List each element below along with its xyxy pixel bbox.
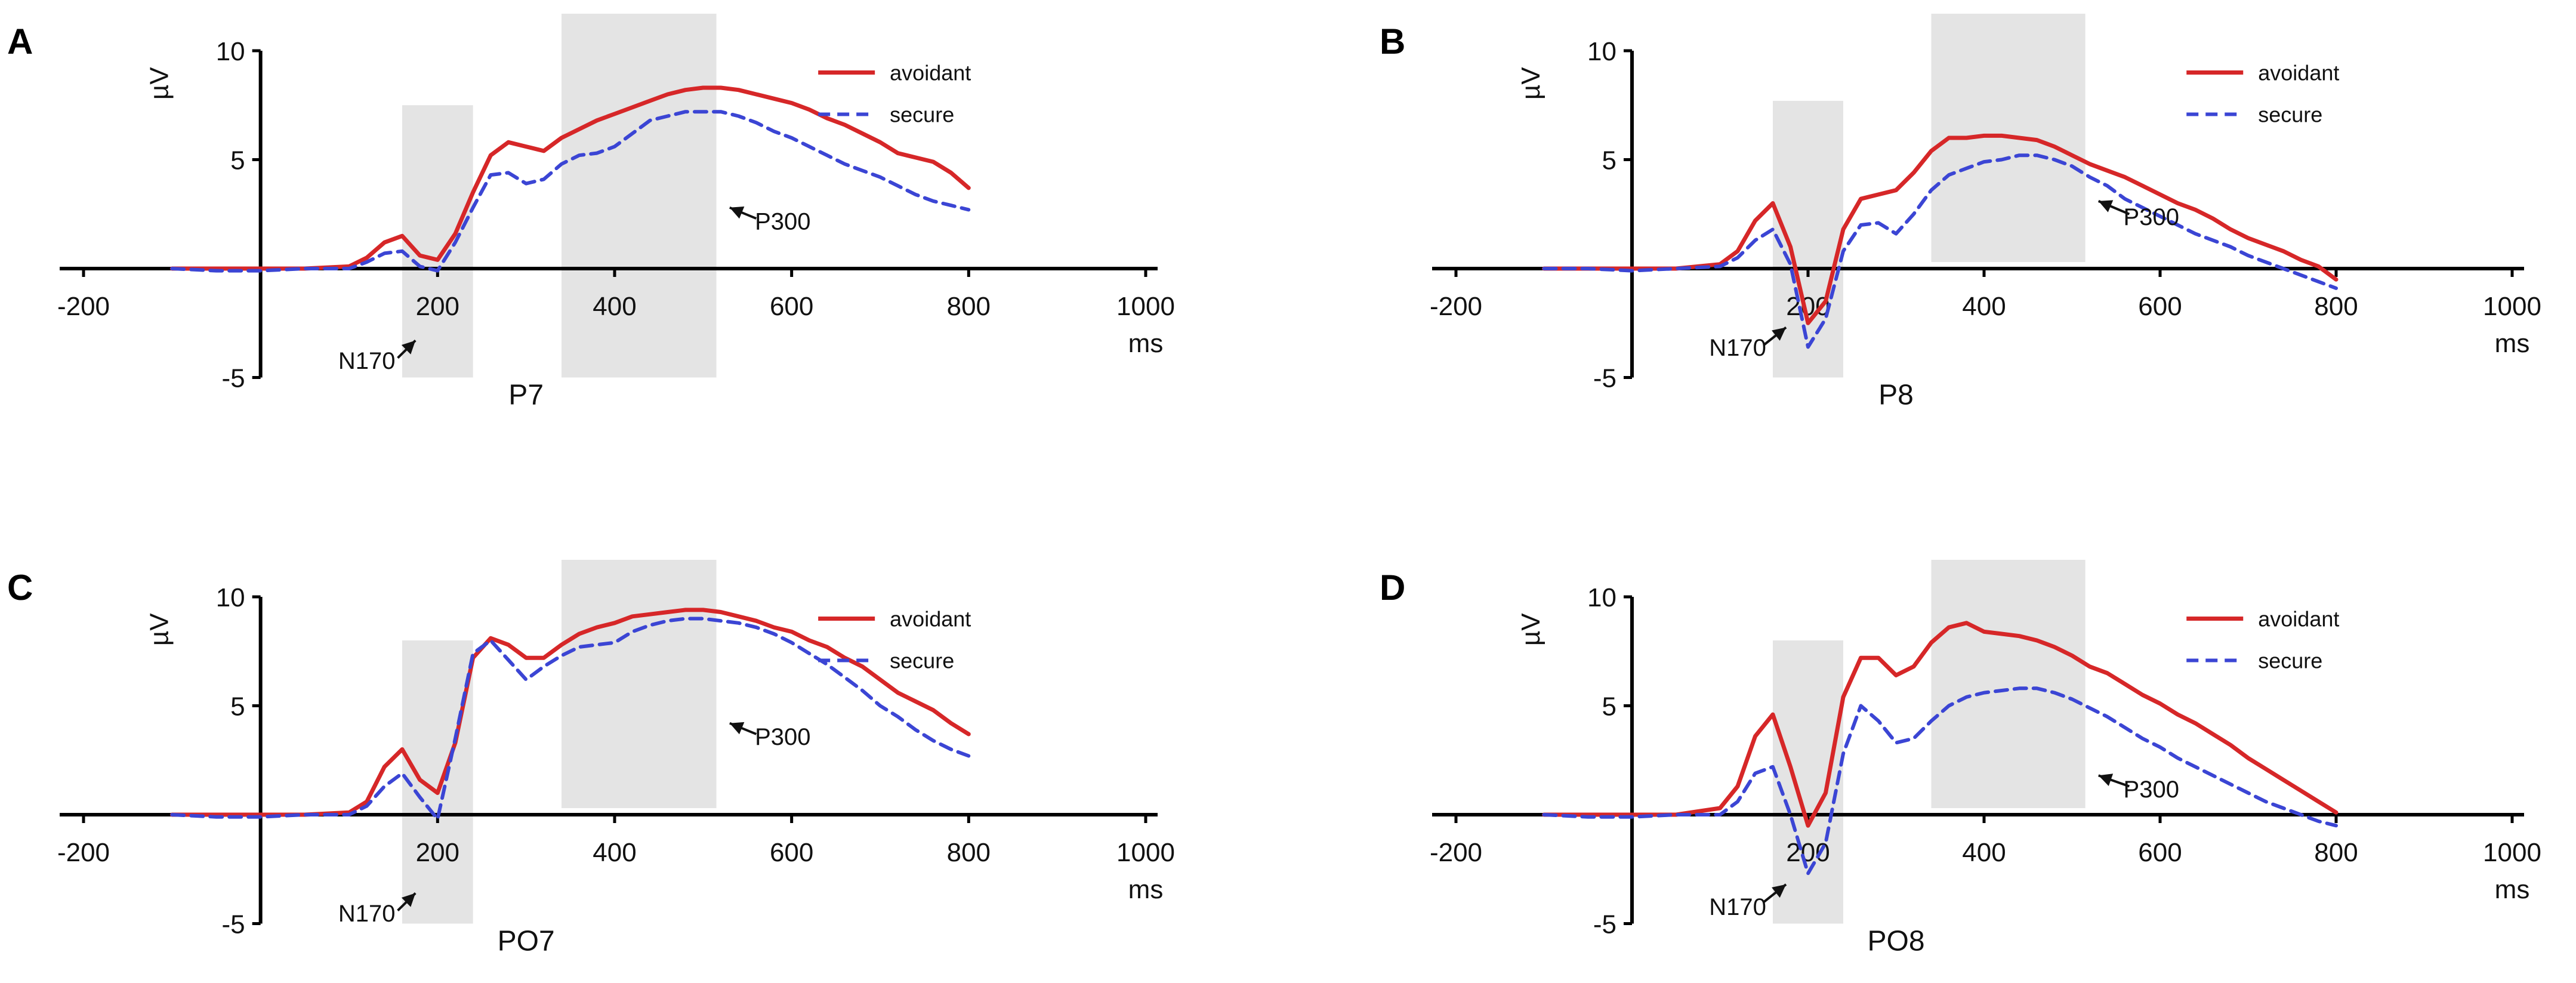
x-tick-label: 200 [416,838,459,867]
x-tick-label: 600 [2138,838,2182,867]
y-axis-label: µV [1516,67,1545,100]
annotation-arrow-head [401,340,416,355]
legend-label-secure: secure [2258,103,2322,127]
series-avoidant-line [1542,621,2339,828]
time-window-2 [1931,559,2086,809]
annotation-p300: P300 [2124,776,2179,803]
panel-title: P7 [508,380,544,411]
x-tick-label: 1000 [1116,838,1175,867]
time-window-2 [562,559,717,809]
annotation-p300: P300 [755,724,810,750]
time-window-1 [402,105,473,378]
series-avoidant-line [1542,133,2339,325]
series-secure-line [170,617,971,821]
y-tick-label: -5 [1593,364,1616,393]
y-tick-label: 10 [216,37,245,66]
annotation-arrow-head [1772,884,1787,898]
y-tick-label: -5 [222,364,245,393]
y-tick-label: 10 [1587,37,1616,66]
x-tick-label: 1000 [2483,292,2541,321]
time-window-1 [1773,640,1843,924]
panel-c: -200 200 400 600 800 1000 -5 5 10 µV ms PO7 Cavoidan… [7,559,1175,957]
legend-label-secure: secure [2258,649,2322,673]
legend-label-avoidant: avoidant [2258,61,2339,85]
x-tick-label: 1000 [2483,838,2541,867]
x-axis-label: ms [1128,875,1164,904]
time-window-1 [1773,100,1843,378]
panel-title: PO8 [1867,926,1924,957]
legend-label-secure: secure [890,103,954,127]
x-tick-label: 600 [770,292,813,321]
x-tick-label: -200 [1430,292,1482,321]
time-window-2 [562,13,717,378]
x-tick-label: 800 [947,292,991,321]
annotation-arrow-head [2098,200,2114,212]
x-tick-label: 800 [2314,838,2358,867]
panel-title: P8 [1878,380,1914,411]
y-axis-label: µV [1516,613,1545,646]
legend-label-avoidant: avoidant [890,61,971,85]
y-tick-label: 5 [230,692,245,722]
annotation-n170: N170 [1709,335,1766,361]
annotation-arrow-head [1772,327,1787,341]
annotation-p300: P300 [755,208,810,235]
series-secure-line [170,110,971,273]
annotation-arrow-head [729,722,745,735]
panel-b: -200 200 400 600 800 1000-5510µVmsP8Bavoidant… [1380,13,2541,411]
y-tick-label: 5 [1602,692,1616,722]
x-axis-label: ms [2495,329,2530,358]
x-tick-label: 400 [593,838,636,867]
legend-label-avoidant: avoidant [2258,607,2339,631]
x-tick-label: 400 [593,292,636,321]
y-tick-label: 10 [1587,583,1616,612]
annotation-arrow-head [729,206,745,219]
annotation-arrow-head [2098,774,2114,787]
annotation-arrow-head [401,893,416,907]
y-axis-label: µV [145,67,174,100]
panel-letter: D [1380,568,1405,608]
x-tick-label: 1000 [1116,292,1175,321]
x-tick-label: 800 [2314,292,2358,321]
panel-d: -200 200 400 600 800 1000 -5 5 10 µV ms PO8 Davoidan… [1380,559,2541,957]
y-tick-label: 10 [216,583,245,612]
x-tick-label: 800 [947,838,991,867]
x-tick-label: 600 [2138,292,2182,321]
series-avoidant-line [169,85,971,271]
legend-label-secure: secure [890,649,954,673]
panel-a: -200 200 400 600 800 1000 -5 5 10 µV ms P7 Aavoidant… [7,13,1175,411]
series-secure-line [1542,153,2338,349]
panel-title: PO7 [498,926,555,957]
x-axis-label: ms [1128,329,1164,358]
panel-letter: B [1380,21,1405,61]
x-tick-label: -200 [57,292,110,321]
x-tick-label: 600 [770,838,813,867]
x-tick-label: 400 [1962,838,2006,867]
y-tick-label: -5 [222,910,245,939]
legend-label-avoidant: avoidant [890,607,971,631]
annotation-p300: P300 [2124,204,2179,230]
panel-letter: A [7,21,33,61]
panel-letter: C [7,568,33,608]
x-tick-label: -200 [57,838,110,867]
series-secure-line [1542,686,2338,876]
series-avoidant-line [169,608,971,817]
x-tick-label: 400 [1962,292,2006,321]
annotation-n170: N170 [338,348,396,374]
time-window-1 [402,640,473,924]
annotation-n170: N170 [1709,894,1766,920]
x-tick-label: 200 [416,292,459,321]
x-tick-label: 200 [1786,838,1830,867]
y-tick-label: 5 [1602,146,1616,175]
y-tick-label: -5 [1593,910,1616,939]
y-tick-label: 5 [230,146,245,175]
y-axis-label: µV [145,613,174,646]
annotation-n170: N170 [338,901,396,927]
x-tick-label: -200 [1430,838,1482,867]
x-axis-label: ms [2495,875,2530,904]
